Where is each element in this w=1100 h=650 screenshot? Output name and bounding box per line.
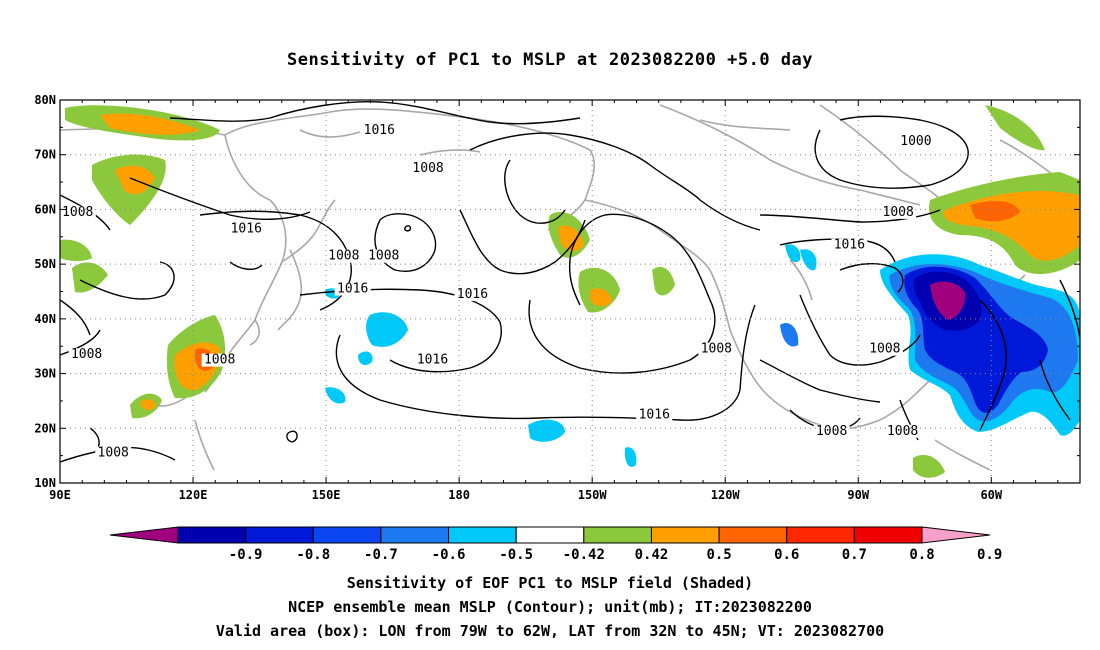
- contour-label: 1016: [639, 407, 670, 422]
- contour-label-bg: [454, 287, 491, 301]
- lat-tick-label: 60N: [34, 202, 56, 216]
- graticule: [60, 100, 1080, 483]
- contour-label: 1008: [816, 424, 847, 439]
- lon-tick-label: 180: [448, 488, 470, 502]
- colorbar: [109, 526, 991, 544]
- colorbar-segment: [718, 526, 788, 544]
- contour-label: 1008: [62, 205, 93, 220]
- contour-labels: 1016 1008 1000 1008 1016 1008 1016 1008 1008 1016…: [60, 123, 934, 461]
- contour-label-bg: [60, 205, 96, 219]
- contour-label: 1016: [337, 282, 368, 297]
- contour-label: 1008: [368, 249, 399, 264]
- contour-label: 1008: [71, 347, 102, 362]
- contour-label-bg: [831, 238, 868, 252]
- colorbar-label: 0.5: [706, 547, 731, 563]
- colorbar-segment: [245, 526, 314, 544]
- colorbar-label: -0.42: [563, 547, 605, 563]
- colorbar-segment: [583, 526, 652, 544]
- colorbar-label: 0.42: [635, 547, 669, 563]
- colorbar-label: -0.8: [296, 547, 330, 563]
- colorbar-label: 0.7: [842, 547, 867, 563]
- colorbar-segment: [786, 526, 855, 544]
- contour-label-bg: [228, 222, 265, 236]
- colorbar-max-arrow: [921, 526, 991, 544]
- contour-label-bg: [365, 249, 402, 263]
- longitude-labels: 90E 120E 150E 180 150W 120W 90W 60W: [49, 488, 1003, 502]
- contour-label-bg: [636, 408, 673, 422]
- colorbar-segment: [448, 526, 517, 544]
- colorbar-label: 0.8: [909, 547, 934, 563]
- colorbar-label: -0.7: [364, 547, 398, 563]
- contour-label-bg: [866, 342, 903, 356]
- colorbar-label: -0.9: [229, 547, 263, 563]
- lon-tick-label: 90W: [847, 488, 869, 502]
- contour-label-bg: [361, 123, 398, 137]
- contour-label: 1008: [883, 205, 914, 220]
- contour-label: 1008: [204, 353, 235, 368]
- contour-label-bg: [201, 353, 238, 367]
- contour-label-bg: [334, 282, 371, 296]
- contour-label: 1008: [328, 249, 359, 264]
- colorbar-label: 0.9: [977, 547, 1002, 563]
- map-title: Sensitivity of PC1 to MSLP at 2023082200…: [286, 50, 813, 70]
- colorbar-segment: [515, 526, 585, 544]
- lat-tick-label: 40N: [34, 312, 56, 326]
- contour-label-bg: [95, 446, 132, 460]
- contour-label-bg: [410, 162, 447, 176]
- sensitivity-shading: [60, 105, 1080, 478]
- contour-label: 1016: [364, 123, 395, 138]
- lon-tick-label: 150W: [578, 488, 608, 502]
- colorbar-segment: [853, 526, 923, 544]
- contour-label-bg: [414, 353, 451, 367]
- lon-tick-label: 90E: [49, 488, 71, 502]
- lon-tick-label: 60W: [980, 488, 1002, 502]
- colorbar-segment: [177, 526, 247, 544]
- colorbar-label: -0.5: [499, 547, 533, 563]
- colorbar-label: 0.6: [774, 547, 799, 563]
- caption-contour: NCEP ensemble mean MSLP (Contour); unit(…: [288, 598, 812, 616]
- colorbar-segment: [380, 526, 450, 544]
- contour-label: 1008: [701, 342, 732, 357]
- contour-label-bg: [68, 348, 105, 362]
- colorbar-segment: [312, 526, 382, 544]
- contour-label: 1016: [417, 353, 448, 368]
- contour-label-bg: [884, 424, 921, 438]
- lat-tick-label: 30N: [34, 367, 56, 381]
- lon-tick-label: 120E: [179, 488, 208, 502]
- contour-label: 1008: [887, 424, 918, 439]
- contour-label: 1000: [900, 134, 931, 149]
- lon-tick-label: 120W: [711, 488, 741, 502]
- contour-label-bg: [880, 205, 917, 219]
- mslp-contours: [60, 100, 1080, 463]
- contour-label-bg: [325, 249, 362, 263]
- contour-label: 1008: [98, 446, 129, 461]
- colorbar-label: -0.6: [432, 547, 466, 563]
- contour-label-bg: [897, 134, 934, 148]
- contour-label: 1008: [869, 342, 900, 357]
- lat-tick-label: 70N: [34, 148, 56, 162]
- lat-tick-label: 80N: [34, 93, 56, 107]
- contour-label: 1016: [231, 221, 262, 236]
- lat-tick-label: 10N: [34, 476, 56, 490]
- colorbar-labels: -0.9 -0.8 -0.7 -0.6 -0.5 -0.42 0.42 0.5 0.6 0.7 0.…: [229, 547, 1003, 563]
- axis-ticks: [59, 99, 1081, 484]
- lat-tick-label: 50N: [34, 257, 56, 271]
- lat-tick-label: 20N: [34, 421, 56, 435]
- colorbar-min-arrow: [109, 526, 179, 544]
- caption-shading: Sensitivity of EOF PC1 to MSLP field (Sh…: [346, 574, 754, 592]
- latitude-labels: 80N 70N 60N 50N 40N 30N 20N 10N: [34, 93, 56, 490]
- contour-label: 1008: [412, 161, 443, 176]
- contour-label: 1016: [834, 238, 865, 253]
- caption-valid-area: Valid area (box): LON from 79W to 62W, L…: [215, 622, 885, 640]
- lon-tick-label: 150E: [312, 488, 341, 502]
- colorbar-segment: [650, 526, 720, 544]
- contour-label: 1016: [457, 287, 488, 302]
